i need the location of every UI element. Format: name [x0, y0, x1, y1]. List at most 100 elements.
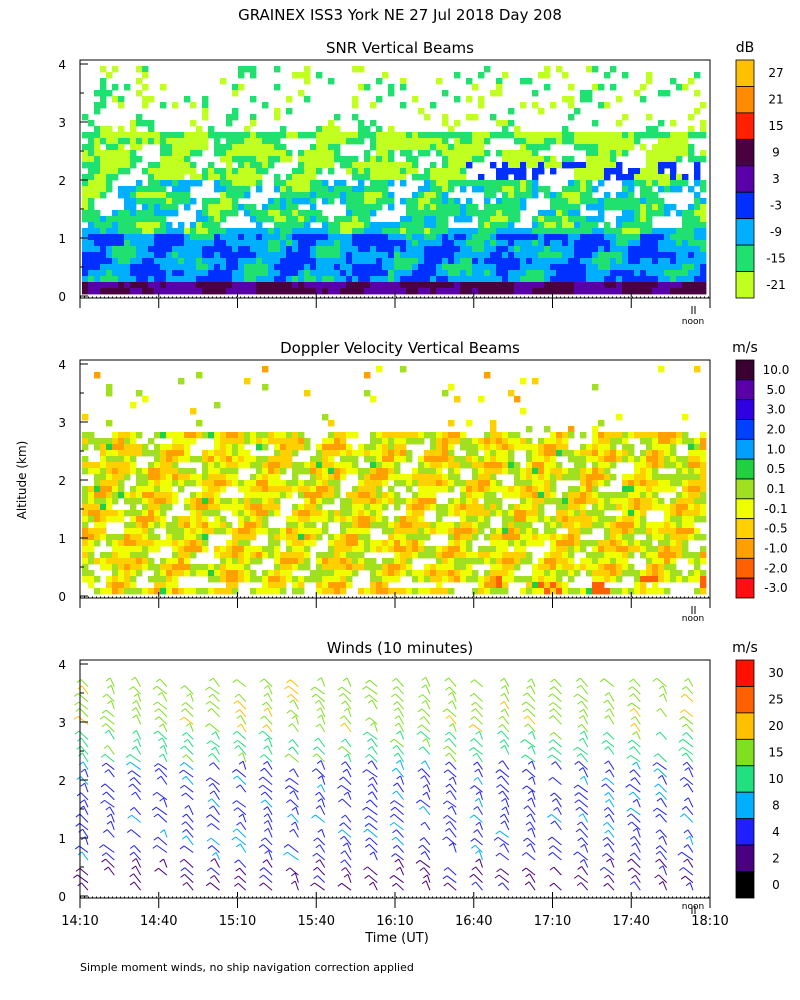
doppler-cell [280, 450, 287, 457]
snr-cell [694, 288, 701, 295]
doppler-cell [610, 570, 617, 577]
doppler-cell [304, 486, 311, 493]
snr-cell [262, 168, 269, 175]
doppler-cell [670, 438, 677, 445]
doppler-cell [334, 546, 341, 553]
snr-cell [568, 84, 575, 91]
doppler-cell [220, 570, 227, 577]
doppler-cell [130, 528, 137, 535]
doppler-cell [256, 546, 263, 553]
snr-cell [232, 174, 239, 181]
doppler-cell [700, 534, 707, 541]
doppler-cell [478, 522, 485, 529]
doppler-cell [370, 468, 377, 475]
doppler-cell [400, 444, 407, 451]
snr-cell [226, 174, 233, 181]
snr-cell [244, 288, 251, 295]
doppler-cell [316, 534, 323, 541]
snr-cell [496, 204, 503, 211]
doppler-cell [262, 570, 269, 577]
snr-cell [148, 234, 155, 241]
doppler-cell [118, 432, 125, 439]
doppler-cell [376, 498, 383, 505]
doppler-cell [448, 528, 455, 535]
snr-cell [376, 270, 383, 277]
doppler-cell [274, 486, 281, 493]
doppler-cell [622, 492, 629, 499]
snr-cell [376, 96, 383, 103]
doppler-cell [250, 474, 257, 481]
doppler-cell [664, 504, 671, 511]
snr-cell [628, 246, 635, 253]
doppler-cell [592, 438, 599, 445]
snr-cell [538, 222, 545, 229]
snr-cell [556, 138, 563, 145]
doppler-cell [640, 546, 647, 553]
doppler-cell [202, 498, 209, 505]
snr-cell [82, 228, 89, 235]
doppler-cell [556, 432, 563, 439]
snr-cell [100, 228, 107, 235]
doppler-cell [646, 462, 653, 469]
doppler-cell [460, 480, 467, 487]
doppler-cell [604, 492, 611, 499]
doppler-cell [280, 528, 287, 535]
snr-cell [598, 240, 605, 247]
snr-cell [286, 210, 293, 217]
snr-cell [310, 276, 317, 283]
snr-cell [442, 246, 449, 253]
doppler-cell [220, 468, 227, 475]
snr-cell [166, 234, 173, 241]
doppler-cell [208, 528, 215, 535]
snr-cell [376, 174, 383, 181]
doppler-cell [616, 432, 623, 439]
snr-cell [130, 264, 137, 271]
doppler-cell [208, 468, 215, 475]
doppler-cell [376, 486, 383, 493]
doppler-cell [88, 492, 95, 499]
snr-cell [178, 138, 185, 145]
doppler-cell [124, 474, 131, 481]
doppler-cell [202, 450, 209, 457]
doppler-cell [310, 456, 317, 463]
snr-cell [352, 174, 359, 181]
doppler-cell [262, 588, 269, 595]
snr-cell [376, 132, 383, 139]
snr-cell [262, 102, 269, 109]
snr-cell [382, 156, 389, 163]
doppler-cell [514, 552, 521, 559]
doppler-cell [670, 462, 677, 469]
doppler-cell [202, 522, 209, 529]
snr-cell [226, 132, 233, 139]
doppler-cell [598, 432, 605, 439]
doppler-cell [220, 504, 227, 511]
doppler-cell [634, 588, 641, 595]
doppler-cell [394, 444, 401, 451]
snr-cell [334, 234, 341, 241]
snr-cell [622, 144, 629, 151]
doppler-cell [148, 564, 155, 571]
snr-cell [172, 162, 179, 169]
doppler-cell [634, 468, 641, 475]
doppler-cell [430, 564, 437, 571]
doppler-cell [316, 588, 323, 595]
doppler-cell [514, 504, 521, 511]
doppler-cell [646, 552, 653, 559]
doppler-cell [472, 492, 479, 499]
doppler-cell [622, 558, 629, 565]
snr-cell [478, 72, 485, 79]
doppler-cell [412, 498, 419, 505]
snr-cell [130, 162, 137, 169]
snr-cell [346, 162, 353, 169]
doppler-cell [160, 570, 167, 577]
doppler-cell [346, 546, 353, 553]
doppler-cell [286, 534, 293, 541]
doppler-cell [292, 462, 299, 469]
snr-cell [322, 276, 329, 283]
doppler-cell [664, 438, 671, 445]
doppler-cell [250, 528, 257, 535]
snr-cell [256, 138, 263, 145]
doppler-cell [214, 498, 221, 505]
doppler-cell [136, 534, 143, 541]
doppler-cell [592, 564, 599, 571]
